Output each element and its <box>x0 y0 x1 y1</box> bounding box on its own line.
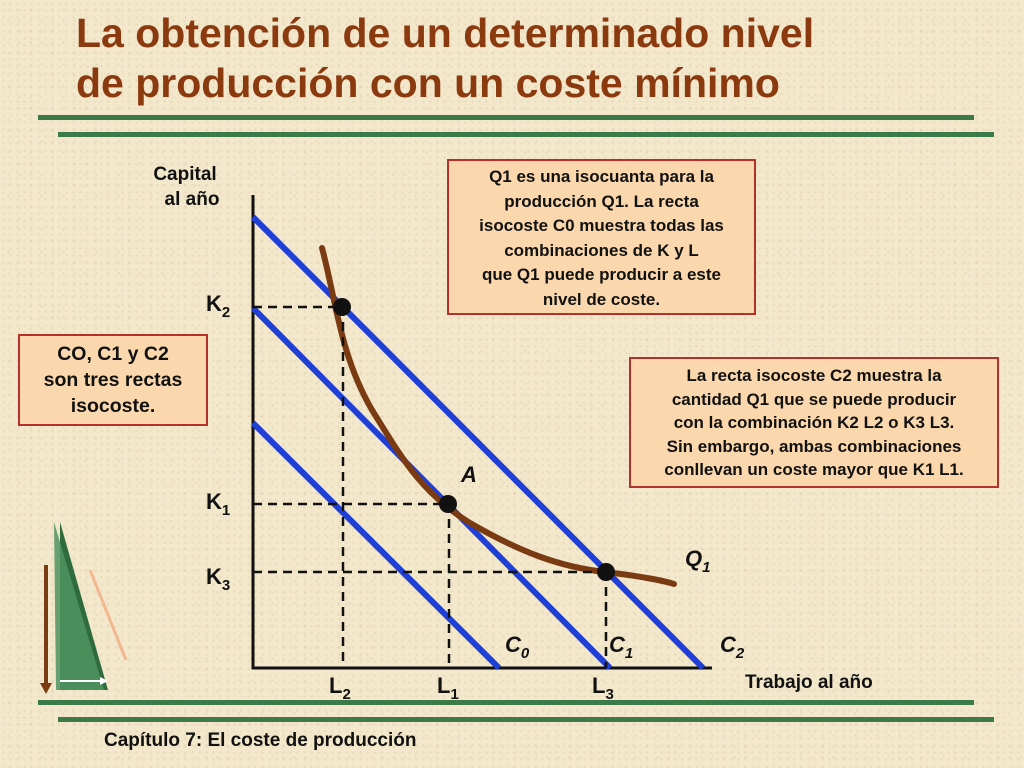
note1-line: combinaciones de K y L <box>504 240 699 260</box>
note2-line: son tres rectas <box>43 369 183 391</box>
label-q1: Q1 <box>685 546 710 576</box>
note3-line: conllevan un coste mayor que K1 L1. <box>664 460 964 479</box>
isocost-line-c1 <box>250 305 613 671</box>
three-isocost-note-box: CO, C1 y C2 son tres rectas isocoste. <box>18 334 208 426</box>
note1-line: producción Q1. La recta <box>504 191 699 211</box>
label-a: A <box>460 462 477 487</box>
y-axis-label: Capital al año <box>140 162 230 212</box>
label-c2: C2 <box>720 632 745 662</box>
label-l1: L1 <box>437 673 459 703</box>
footer-chapter: Capítulo 7: El coste de producción <box>104 730 417 751</box>
title-line-1: La obtención de un determinado nivel <box>76 10 815 56</box>
note1-line: isocoste C0 muestra todas las <box>479 216 724 235</box>
note3-line: Sin embargo, ambas combinaciones <box>666 436 962 456</box>
note3-line: con la combinación K2 L2 o K3 L3. <box>673 413 955 432</box>
c2-note-box: La recta isocoste C2 muestra la cantidad… <box>629 357 999 488</box>
note2-line: CO, C1 y C2 <box>57 343 169 365</box>
point-k2-l2 <box>333 298 351 316</box>
bottom-rule <box>38 700 974 705</box>
point-a <box>439 495 457 513</box>
top-rule-2 <box>58 132 994 137</box>
isocost-line-c0 <box>250 420 502 671</box>
label-k1: K1 <box>206 489 230 519</box>
decorative-wedge-icon <box>40 522 128 694</box>
y-axis-label-line2: al año <box>164 189 220 210</box>
isocost-line-c2 <box>250 214 706 671</box>
note1-line: nivel de coste. <box>542 289 661 309</box>
x-axis-label: Trabajo al año <box>745 672 873 693</box>
note3-line: La recta isocoste C2 muestra la <box>686 366 942 385</box>
title-line-2: de producción con un coste mínimo <box>76 60 780 106</box>
note2-line: isocoste. <box>70 395 156 417</box>
note3-line: cantidad Q1 que se puede producir <box>671 389 957 409</box>
slide-title: La obtención de un determinado nivel de … <box>76 8 976 108</box>
y-axis-label-line1: Capital <box>153 164 217 185</box>
label-c0: C0 <box>505 632 530 662</box>
isoquant-note-box: Q1 es una isocuanta para la producción Q… <box>447 159 756 315</box>
label-k2: K2 <box>206 291 230 321</box>
note1-line: Q1 es una isocuanta para la <box>489 167 714 186</box>
label-c1: C1 <box>609 632 633 662</box>
label-k3: K3 <box>206 564 230 594</box>
note1-line: que Q1 puede producir a este <box>481 265 721 284</box>
label-l3: L3 <box>592 673 614 703</box>
bottom-rule-2 <box>58 717 994 722</box>
top-rule <box>38 115 974 120</box>
label-l2: L2 <box>329 673 351 703</box>
point-k3-l3 <box>597 563 615 581</box>
